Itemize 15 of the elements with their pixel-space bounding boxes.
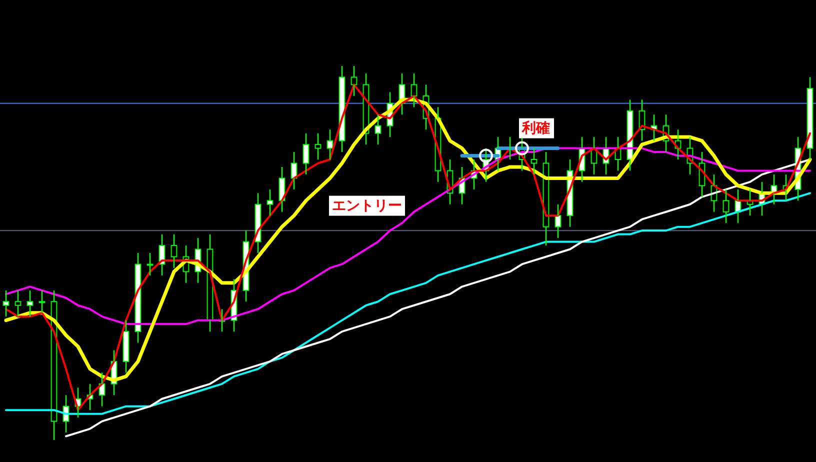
candlestick [374,114,382,146]
annotation: 利確 [521,120,550,136]
candlestick [302,132,310,176]
candlestick [326,128,334,160]
candlestick [722,188,730,224]
candlestick [26,290,34,318]
candlestick [122,320,130,374]
candlestick [314,132,322,160]
candlestick [410,72,418,108]
candlestick [350,65,358,97]
candlestick [266,188,274,216]
annotation: エントリー [332,198,402,214]
candlestick [14,290,22,318]
candlestick [170,234,178,269]
candlestick [2,290,10,318]
